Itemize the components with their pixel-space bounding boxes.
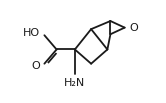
Text: O: O	[130, 23, 138, 33]
Text: O: O	[32, 61, 40, 71]
Text: HO: HO	[23, 28, 40, 38]
Text: H₂N: H₂N	[64, 78, 85, 88]
